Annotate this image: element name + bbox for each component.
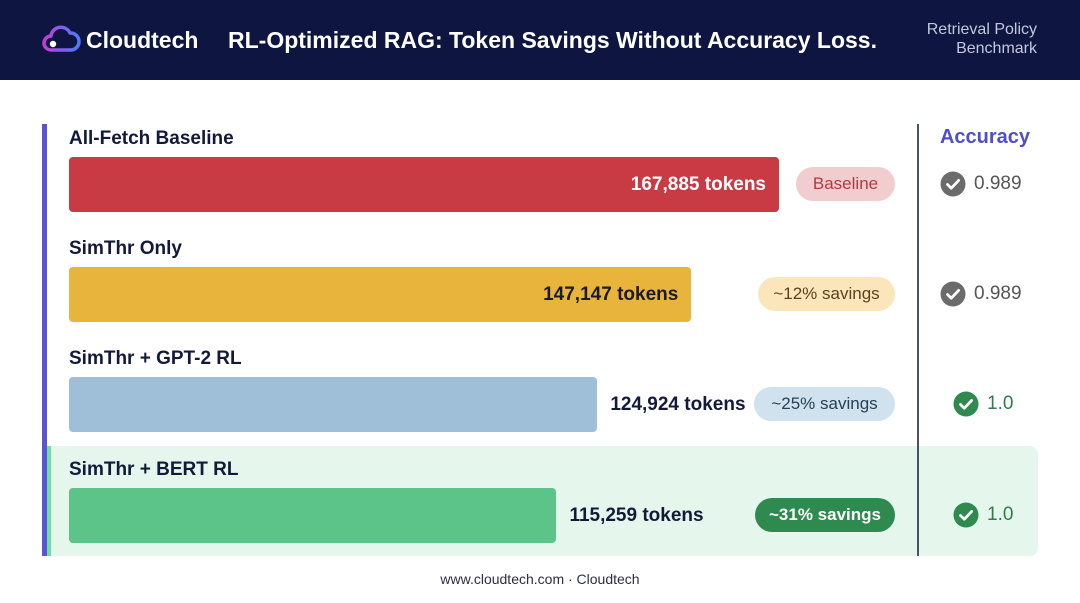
accuracy-cell: 0.989 bbox=[940, 279, 1022, 309]
chart-accent-bar bbox=[42, 124, 47, 556]
header-subtitle: Retrieval Policy Benchmark bbox=[877, 20, 1037, 58]
bar-value-label: 124,924 tokens bbox=[610, 394, 746, 415]
header-subtitle-line2: Benchmark bbox=[956, 40, 1037, 57]
category-label: SimThr + BERT RL bbox=[69, 459, 239, 480]
check-circle-icon bbox=[953, 502, 979, 528]
category-label: SimThr Only bbox=[69, 238, 182, 259]
accuracy-value: 1.0 bbox=[987, 393, 1014, 414]
accuracy-value: 0.989 bbox=[974, 283, 1022, 304]
accuracy-value: 0.989 bbox=[974, 173, 1022, 194]
accuracy-column-divider bbox=[917, 124, 919, 556]
bar bbox=[69, 267, 692, 322]
savings-badge: Baseline bbox=[796, 167, 895, 201]
bar bbox=[69, 488, 557, 543]
savings-badge: ~12% savings bbox=[758, 277, 895, 311]
check-circle-icon bbox=[953, 391, 979, 417]
accuracy-header: Accuracy bbox=[939, 126, 1031, 148]
header-bar: Cloudtech RL-Optimized RAG: Token Saving… bbox=[0, 0, 1080, 80]
page-title: RL-Optimized RAG: Token Savings Without … bbox=[228, 27, 877, 53]
header-subtitle-line1: Retrieval Policy bbox=[926, 21, 1037, 38]
bar-value-label: 167,885 tokens bbox=[630, 174, 766, 195]
check-circle-icon bbox=[940, 171, 966, 197]
savings-badge: ~25% savings bbox=[754, 387, 895, 421]
accuracy-cell: 0.989 bbox=[940, 169, 1022, 199]
category-label: SimThr + GPT-2 RL bbox=[69, 348, 242, 369]
brand-name: Cloudtech bbox=[86, 27, 199, 53]
cloud-logo-icon bbox=[42, 25, 81, 52]
bar-value-label: 147,147 tokens bbox=[543, 284, 679, 305]
accuracy-cell: 1.0 bbox=[953, 500, 1013, 530]
highlighted-row-edge bbox=[47, 446, 51, 556]
accuracy-value: 1.0 bbox=[987, 504, 1014, 525]
bar-value-label: 115,259 tokens bbox=[569, 505, 704, 526]
category-label: All-Fetch Baseline bbox=[69, 128, 234, 149]
bar bbox=[69, 157, 779, 212]
footer-text: www.cloudtech.com · Cloudtech bbox=[440, 571, 640, 587]
accuracy-cell: 1.0 bbox=[953, 389, 1013, 419]
bar bbox=[69, 377, 598, 432]
check-circle-icon bbox=[940, 281, 966, 307]
savings-badge: ~31% savings bbox=[755, 498, 895, 532]
